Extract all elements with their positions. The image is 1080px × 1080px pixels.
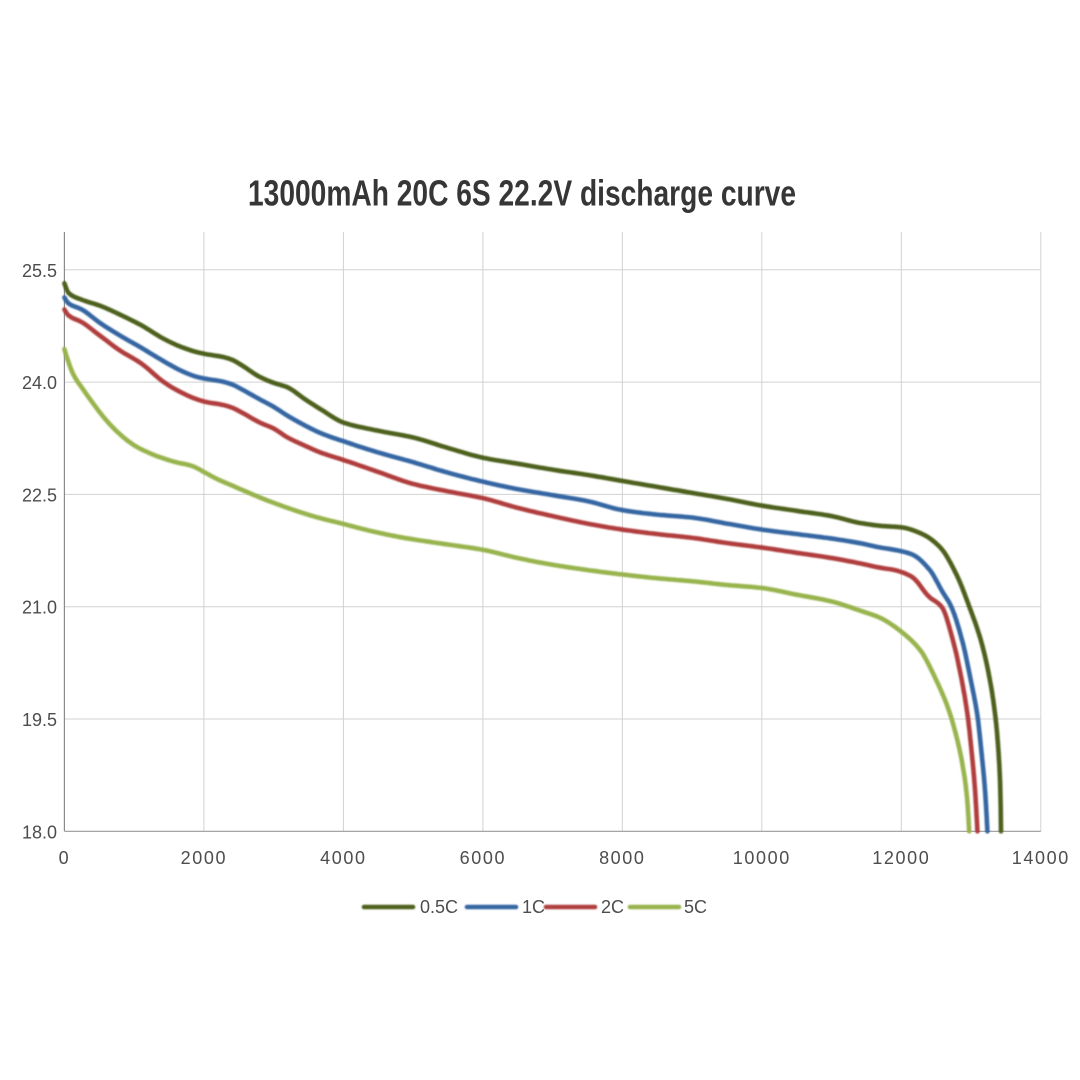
svg-text:0.5C: 0.5C xyxy=(420,897,458,917)
svg-text:0: 0 xyxy=(59,848,71,868)
svg-text:13000mAh 20C 6S 22.2V discharg: 13000mAh 20C 6S 22.2V discharge curve xyxy=(248,173,796,214)
svg-text:10000: 10000 xyxy=(733,848,791,868)
svg-text:25.5: 25.5 xyxy=(22,261,57,281)
svg-text:6000: 6000 xyxy=(460,848,506,868)
svg-text:12000: 12000 xyxy=(872,848,930,868)
svg-text:2C: 2C xyxy=(601,897,624,917)
svg-text:21.0: 21.0 xyxy=(22,598,57,618)
svg-text:19.5: 19.5 xyxy=(22,710,57,730)
svg-text:4000: 4000 xyxy=(320,848,366,868)
svg-text:24.0: 24.0 xyxy=(22,373,57,393)
svg-text:2000: 2000 xyxy=(181,848,227,868)
svg-text:8000: 8000 xyxy=(599,848,645,868)
svg-text:14000: 14000 xyxy=(1012,848,1070,868)
svg-text:22.5: 22.5 xyxy=(22,485,57,505)
svg-text:1C: 1C xyxy=(522,897,545,917)
svg-text:18.0: 18.0 xyxy=(22,822,57,842)
svg-text:5C: 5C xyxy=(684,897,707,917)
